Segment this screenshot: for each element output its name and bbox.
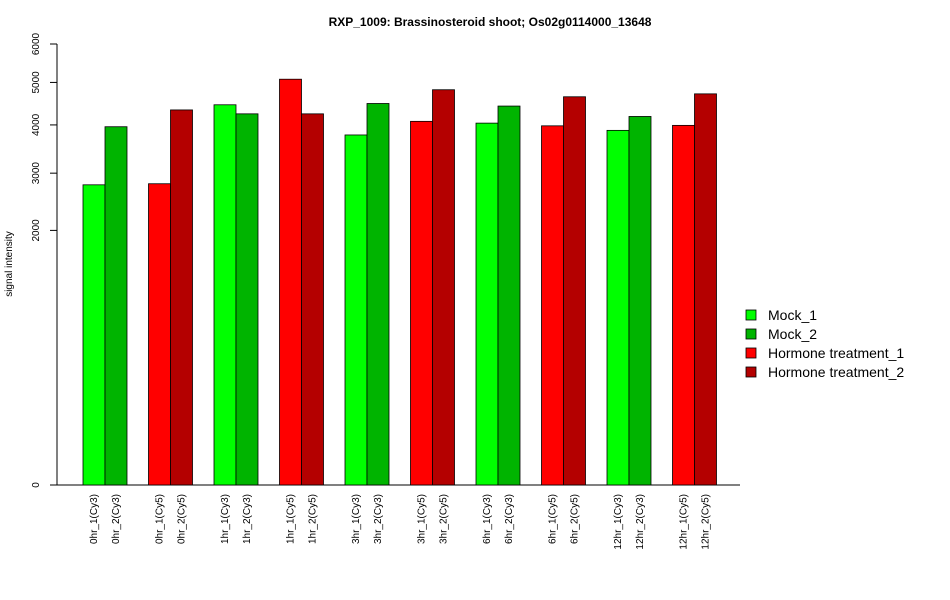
bar [301, 113, 324, 486]
bar [432, 89, 455, 486]
bar [213, 104, 237, 486]
bar [366, 103, 390, 486]
bar [563, 96, 586, 486]
x-tick-label: 12hr_1(Cy3) [613, 494, 624, 550]
legend-swatch [745, 347, 757, 359]
x-tick-label: 0hr_1(Cy5) [155, 494, 166, 544]
bar [104, 126, 128, 486]
bar [410, 120, 433, 486]
legend-label: Mock_2 [768, 326, 817, 342]
bar [672, 124, 695, 486]
legend-swatch [745, 309, 757, 321]
x-tick-label: 0hr_2(Cy3) [111, 494, 122, 544]
bar [82, 184, 106, 486]
x-tick-label: 12hr_2(Cy3) [635, 494, 646, 550]
legend-swatch [745, 366, 757, 378]
x-tick-label: 6hr_1(Cy5) [548, 494, 559, 544]
x-tick-label: 12hr_1(Cy5) [679, 494, 690, 550]
y-tick-label: 6000 [31, 32, 42, 55]
bar [541, 125, 564, 486]
x-tick-label: 0hr_1(Cy3) [89, 494, 100, 544]
legend-label: Hormone treatment_1 [768, 345, 904, 361]
x-tick-labels: 0hr_1(Cy3) 0hr_2(Cy3) 0hr_1(Cy5) 0hr_2(Cy5)… [89, 494, 712, 550]
y-tick-label: 3000 [31, 162, 42, 185]
x-tick-label: 3hr_2(Cy3) [373, 494, 384, 544]
bar [475, 122, 499, 486]
chart-title: RXP_1009: Brassinosteroid shoot; Os02g01… [329, 15, 652, 29]
x-tick-label: 3hr_1(Cy5) [417, 494, 428, 544]
legend-swatch [745, 328, 757, 340]
x-tick-label: 1hr_1(Cy3) [220, 494, 231, 544]
legend: Mock_1 Mock_2 Hormone treatment_1 Hormone t… [745, 307, 904, 380]
bar [628, 116, 652, 486]
x-tick-label: 12hr_2(Cy5) [701, 494, 712, 550]
bars [82, 78, 717, 486]
x-tick-label: 1hr_1(Cy5) [286, 494, 297, 544]
y-axis: 0 2000 3000 4000 5000 6000 [31, 32, 58, 488]
bar [170, 109, 193, 486]
bar [344, 134, 368, 486]
legend-label: Mock_1 [768, 307, 817, 323]
y-axis-label: signal intensity [4, 231, 15, 297]
bar [148, 183, 171, 486]
bar [279, 78, 302, 486]
bar [497, 105, 521, 486]
y-tick-label: 2000 [31, 219, 42, 242]
bar [606, 129, 630, 486]
legend-label: Hormone treatment_2 [768, 364, 904, 380]
bar [694, 93, 717, 486]
y-tick-label: 5000 [31, 71, 42, 94]
bar [235, 113, 259, 486]
x-tick-label: 6hr_2(Cy5) [570, 494, 581, 544]
y-tick-label: 4000 [31, 113, 42, 136]
x-tick-label: 6hr_2(Cy3) [504, 494, 515, 544]
x-tick-label: 0hr_2(Cy5) [177, 494, 188, 544]
x-tick-label: 6hr_1(Cy3) [482, 494, 493, 544]
x-tick-label: 3hr_2(Cy5) [439, 494, 450, 544]
x-tick-label: 1hr_2(Cy3) [242, 494, 253, 544]
x-tick-label: 1hr_2(Cy5) [308, 494, 319, 544]
y-tick-label: 0 [31, 482, 42, 488]
x-tick-label: 3hr_1(Cy3) [351, 494, 362, 544]
